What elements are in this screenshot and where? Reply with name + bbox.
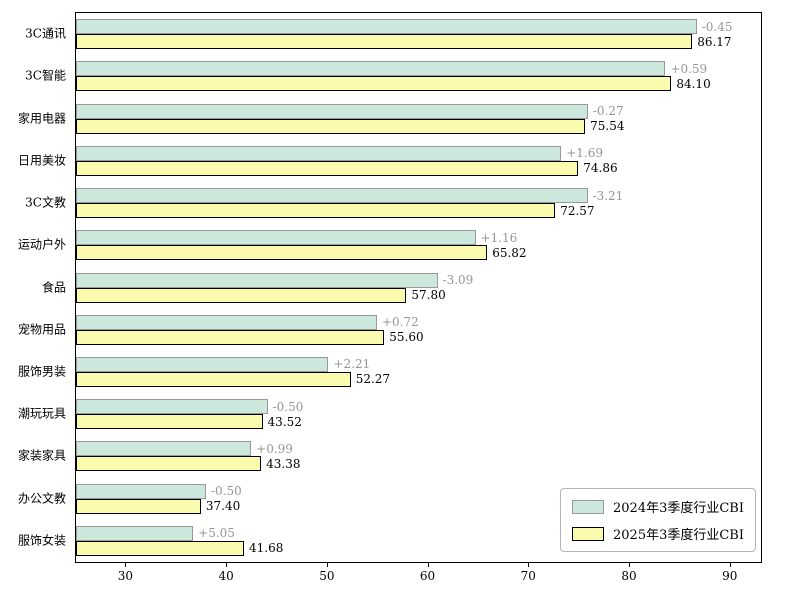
bar-2024: [76, 188, 588, 204]
bar-2024: [76, 272, 438, 288]
bar-2025: [76, 287, 407, 303]
legend: 2024年3季度行业CBI 2025年3季度行业CBI: [560, 488, 756, 552]
bar-2024: [76, 19, 697, 35]
value-label: 84.10: [676, 76, 711, 91]
value-label: 86.17: [697, 34, 732, 49]
bar-2025: [76, 456, 262, 472]
diff-label: -0.50: [272, 399, 304, 414]
category-axis: 3C通讯 3C智能家用电器日用美妆 3C文教运动户外食品宠物用品服饰男装潮玩玩具家装…: [0, 12, 70, 563]
bar-2024: [76, 441, 252, 457]
value-label: 65.82: [492, 245, 527, 260]
value-label: 57.80: [411, 288, 446, 302]
legend-swatch-2024-icon: [572, 499, 604, 514]
bar-2025: [76, 76, 672, 92]
legend-label-2024: 2024年3季度行业CBI: [613, 501, 744, 516]
diff-label: +0.72: [381, 315, 419, 330]
legend-item-2025: 2025年3季度行业CBI: [572, 524, 744, 543]
category-label: 3C文教: [25, 195, 66, 210]
category-label: 3C通讯: [25, 26, 66, 41]
category-label: 宠物用品: [17, 322, 66, 337]
x-tick-mark: [729, 563, 731, 567]
value-label: 37.40: [205, 499, 241, 514]
x-tick-label: 50: [319, 569, 335, 583]
category-label: 日用美妆: [17, 153, 66, 168]
bar-2024: [76, 356, 329, 372]
diff-label: -0.50: [210, 484, 242, 499]
bar-2024: [76, 314, 377, 330]
value-label: 43.52: [267, 414, 302, 429]
value-label: 75.54: [590, 119, 625, 134]
value-label: 43.38: [266, 456, 301, 471]
category-label: 潮玩玩具: [17, 406, 66, 421]
x-tick-mark: [528, 563, 530, 567]
bar-2024: [76, 61, 666, 77]
plot-area: 2024年3季度行业CBI 2025年3季度行业CBI -0.45 86.17 +0…: [75, 12, 762, 563]
diff-label: -0.27: [592, 104, 624, 119]
diff-label: +0.59: [670, 61, 708, 76]
bar-2025: [76, 498, 201, 514]
bar-2025: [76, 203, 556, 219]
x-tick-label: 70: [520, 569, 536, 583]
bar-2024: [76, 145, 562, 161]
diff-label: +5.05: [198, 526, 235, 541]
category-label: 运动户外: [17, 237, 66, 252]
x-tick-mark: [427, 563, 429, 567]
diff-label: +1.69: [566, 146, 604, 161]
bar-2025: [76, 329, 385, 345]
category-label: 服饰女装: [17, 533, 66, 548]
value-label: 55.60: [389, 330, 424, 345]
bar-2024: [76, 483, 206, 499]
bar-2024: [76, 230, 476, 246]
x-tick-mark: [125, 563, 127, 567]
x-tick-mark: [326, 563, 328, 567]
bar-2025: [76, 414, 263, 430]
x-tick-label: 30: [117, 569, 133, 583]
bar-2025: [76, 118, 586, 134]
legend-item-2024: 2024年3季度行业CBI: [572, 497, 744, 516]
diff-label: -0.45: [701, 19, 733, 34]
value-label: 72.57: [560, 203, 595, 218]
bar-2025: [76, 371, 351, 387]
diff-label: -3.09: [442, 273, 474, 287]
value-label: 41.68: [249, 541, 284, 556]
bar-2024: [76, 399, 268, 415]
diff-label: +0.99: [256, 441, 293, 456]
value-label: 74.86: [583, 161, 618, 176]
category-label: 家用电器: [17, 111, 66, 126]
diff-label: +1.16: [480, 230, 518, 245]
bar-2025: [76, 540, 245, 556]
diff-label: -3.21: [592, 188, 624, 203]
bar-2025: [76, 160, 579, 176]
category-label: 3C智能: [25, 68, 66, 83]
x-tick-mark: [226, 563, 228, 567]
category-label: 办公文教: [17, 491, 66, 506]
bar-2024: [76, 103, 588, 119]
diff-label: +2.21: [333, 357, 371, 372]
x-tick-label: 90: [722, 569, 738, 583]
bar-2025: [76, 34, 693, 50]
x-tick-mark: [629, 563, 631, 567]
x-tick-label: 60: [419, 569, 436, 583]
bar-2025: [76, 245, 488, 261]
category-label: 食品: [41, 280, 66, 294]
category-label: 家装家具: [17, 448, 66, 463]
value-label: 52.27: [355, 372, 391, 387]
category-label: 服饰男装: [17, 364, 66, 379]
bar-2024: [76, 525, 194, 541]
x-tick-label: 80: [621, 569, 637, 583]
x-tick-label: 40: [218, 569, 234, 583]
legend-label-2025: 2025年3季度行业CBI: [613, 528, 744, 543]
legend-swatch-2025-icon: [572, 526, 604, 541]
